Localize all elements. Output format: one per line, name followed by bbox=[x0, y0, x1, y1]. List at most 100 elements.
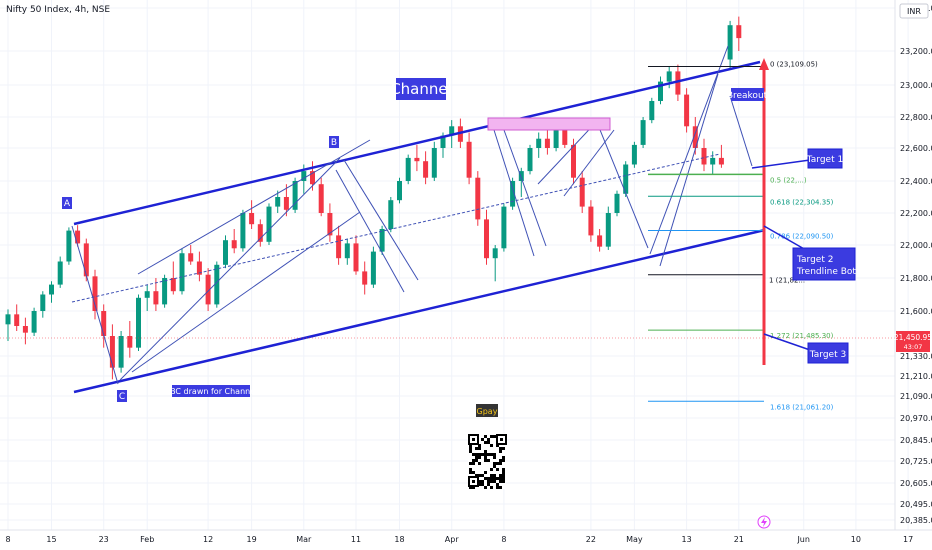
abc-note[interactable]: ABC drawn for Channel bbox=[165, 385, 258, 397]
price-tick-label: 23,000.00 bbox=[900, 81, 932, 90]
qr-cell bbox=[478, 444, 481, 447]
candle-body bbox=[127, 336, 133, 348]
target-2-callout[interactable]: Target 2 Trendline Bottom bbox=[763, 225, 874, 281]
price-tick-label: 21,210.00 bbox=[900, 372, 932, 381]
candle-body bbox=[57, 261, 63, 285]
gpay-label[interactable]: Gpay bbox=[476, 404, 498, 417]
target-1-pointer bbox=[751, 159, 811, 169]
candle-body bbox=[5, 314, 11, 325]
subchannel-1-upper[interactable] bbox=[137, 139, 371, 275]
channel-midline[interactable] bbox=[71, 153, 721, 303]
channel-lower-line[interactable] bbox=[73, 228, 766, 394]
rally-line-upper[interactable] bbox=[649, 45, 729, 255]
price-tick-label: 20,495.00 bbox=[900, 500, 932, 509]
candle-body bbox=[92, 276, 98, 311]
breakout-label[interactable]: Breakout bbox=[727, 88, 768, 101]
qr-cell bbox=[478, 453, 481, 456]
qr-cell bbox=[484, 486, 487, 489]
price-tick-label: 20,970.00 bbox=[900, 414, 932, 423]
qr-cell bbox=[478, 447, 481, 450]
candle-body bbox=[527, 148, 533, 172]
candle-body bbox=[336, 235, 342, 259]
candle-body bbox=[223, 240, 228, 265]
qr-cell bbox=[478, 480, 481, 483]
candle-body bbox=[231, 240, 237, 249]
qr-cell bbox=[484, 441, 487, 444]
candle-body bbox=[623, 164, 629, 194]
candle-body bbox=[118, 336, 124, 368]
subchannel-1-lower[interactable] bbox=[131, 211, 361, 373]
candle-body bbox=[353, 243, 359, 272]
qr-cell bbox=[469, 486, 472, 489]
channel-label[interactable]: Channel bbox=[390, 78, 452, 100]
fib-label: 1.272 (21,485.30) bbox=[770, 332, 834, 340]
fib-label: 0 (23,109.05) bbox=[770, 60, 818, 68]
subchannel-2-lower[interactable] bbox=[563, 129, 615, 197]
decline-line-1b[interactable] bbox=[343, 159, 419, 281]
abc-leg-ac[interactable] bbox=[71, 225, 119, 385]
abc-leg-cb[interactable] bbox=[119, 157, 341, 381]
target-1-callout[interactable]: Target 1 bbox=[751, 148, 843, 169]
decline-line-2a[interactable] bbox=[503, 129, 547, 247]
decline-line-3[interactable] bbox=[595, 119, 649, 249]
price-tick-label: 22,600.00 bbox=[900, 144, 932, 153]
point-c-bg bbox=[117, 390, 127, 402]
currency-button-bg bbox=[899, 3, 929, 19]
candle-body bbox=[536, 138, 542, 148]
qr-cell bbox=[490, 444, 493, 447]
time-tick-label: Jun bbox=[796, 535, 810, 544]
rally-line-lower[interactable] bbox=[659, 73, 719, 267]
candle-body bbox=[40, 294, 46, 311]
qr-cell bbox=[499, 477, 502, 480]
price-axis[interactable]: 23,400.0023,200.0023,000.0022,800.0022,6… bbox=[900, 4, 932, 525]
resistance-zone-box[interactable] bbox=[487, 117, 611, 131]
target-3-text: Target 3 bbox=[809, 350, 846, 360]
candle-body bbox=[544, 138, 550, 148]
lightning-icon[interactable] bbox=[757, 515, 771, 529]
qr-cell bbox=[484, 450, 487, 453]
candle-body bbox=[431, 148, 437, 178]
candle-body bbox=[249, 213, 255, 225]
pullback-line[interactable] bbox=[729, 95, 753, 167]
point-c-label[interactable]: C bbox=[117, 390, 127, 402]
price-tick-label: 21,600.00 bbox=[900, 307, 932, 316]
decline-line-1a[interactable] bbox=[335, 169, 405, 293]
time-axis[interactable]: 81523Feb1219Mar1118Apr822May1321Jun10172… bbox=[5, 535, 932, 544]
target-3-callout[interactable]: Target 3 bbox=[763, 333, 849, 364]
candle-body bbox=[75, 230, 81, 244]
point-b-label[interactable]: B bbox=[329, 136, 339, 148]
qr-cell bbox=[472, 471, 475, 474]
qr-cell bbox=[469, 450, 472, 453]
qr-code[interactable] bbox=[468, 433, 507, 489]
breakout-label-bg bbox=[731, 88, 764, 101]
qr-cell bbox=[469, 471, 472, 474]
time-tick-label: Apr bbox=[445, 535, 460, 544]
qr-cell bbox=[502, 459, 505, 462]
qr-cell bbox=[478, 462, 481, 465]
candle-body bbox=[14, 314, 20, 326]
candle-body bbox=[31, 311, 37, 333]
candle-body bbox=[614, 193, 620, 213]
fib-retracement[interactable]: 0 (23,109.05) 0.5 (22,...) 0.618 (22,304.3… bbox=[648, 60, 834, 411]
currency-button[interactable]: INR bbox=[899, 3, 929, 19]
candle-body bbox=[588, 206, 594, 236]
point-a-label[interactable]: A bbox=[62, 197, 72, 209]
time-tick-label: 23 bbox=[99, 535, 109, 544]
target-2-bg bbox=[792, 247, 856, 281]
price-tick-label: 20,605.00 bbox=[900, 479, 932, 488]
qr-cell bbox=[487, 438, 490, 441]
price-tick-label: 22,000.00 bbox=[900, 241, 932, 250]
decline-line-2b[interactable] bbox=[493, 129, 535, 257]
target-arrow-head bbox=[759, 58, 769, 70]
candle-body bbox=[101, 311, 107, 336]
qr-cell bbox=[499, 459, 502, 462]
channel-upper-line[interactable] bbox=[73, 60, 761, 226]
qr-cell bbox=[478, 456, 481, 459]
qr-cell bbox=[490, 468, 493, 471]
qr-cell bbox=[487, 480, 490, 483]
qr-cell bbox=[475, 474, 478, 477]
qr-cell bbox=[475, 459, 478, 462]
breakout-label-text: Breakout bbox=[727, 91, 768, 101]
target-2-line1: Target 2 bbox=[796, 255, 833, 265]
